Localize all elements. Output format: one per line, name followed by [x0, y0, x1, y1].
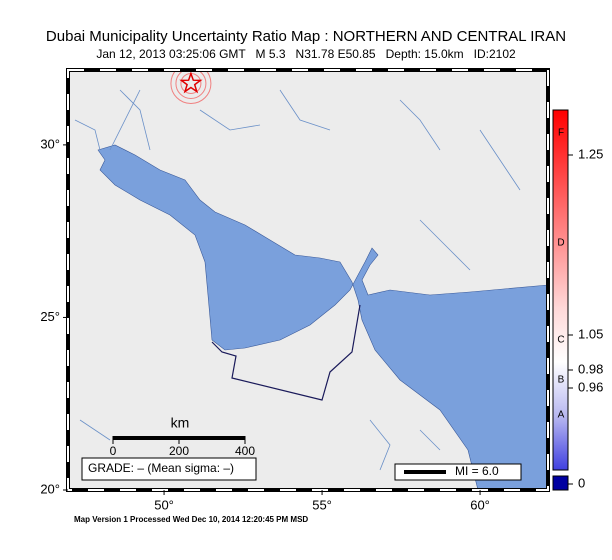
colorbar-label: 1.25: [578, 146, 603, 161]
colorbar-letter: B: [558, 375, 565, 386]
scale-label: 200: [169, 444, 189, 458]
title: Dubai Municipality Uncertainty Ratio Map…: [46, 28, 566, 45]
colorbar-label: 0.96: [578, 379, 603, 394]
colorbar-letter: C: [557, 335, 564, 346]
legend-box: [394, 463, 522, 481]
subtitle: Jan 12, 2013 03:25:06 GMT M 5.3 N31.78 E…: [96, 47, 516, 61]
lat-label: 20°: [40, 481, 60, 496]
colorbar-label: 1.05: [578, 326, 603, 341]
border: [211, 304, 361, 401]
intensity-contour: [175, 70, 207, 99]
colorbar-letter: F: [558, 128, 564, 139]
lat-label: 25°: [40, 309, 60, 324]
colorbar: [552, 109, 569, 471]
colorbar-letter: A: [558, 410, 565, 421]
frame-checker: [67, 69, 549, 491]
rivers: [74, 89, 521, 471]
grade-box: [81, 457, 257, 481]
colorbar-label: 0.98: [578, 361, 603, 376]
intensity-contour: [170, 70, 212, 104]
colorbar-label: 0: [578, 475, 585, 490]
water: [97, 144, 548, 490]
lon-label: 50°: [154, 497, 174, 512]
scale-unit: km: [171, 415, 190, 431]
lon-label: 55°: [312, 497, 332, 512]
colorbar-min: [552, 475, 569, 491]
colorbar-letter: D: [557, 238, 564, 249]
legend-label: MI = 6.0: [455, 464, 499, 478]
grade: GRADE: – (Mean sigma: –): [88, 461, 234, 475]
scale-bar: km 0 200 400: [110, 415, 256, 458]
epicenter-group: [170, 70, 212, 104]
epicenter: [179, 71, 203, 94]
footer: Map Version 1 Processed Wed Dec 10, 2014…: [74, 515, 308, 524]
lon-label: 60°: [470, 497, 490, 512]
map-area: [68, 70, 548, 490]
scale-label: 400: [235, 444, 255, 458]
scale-label: 0: [110, 444, 117, 458]
lat-label: 30°: [40, 136, 60, 151]
